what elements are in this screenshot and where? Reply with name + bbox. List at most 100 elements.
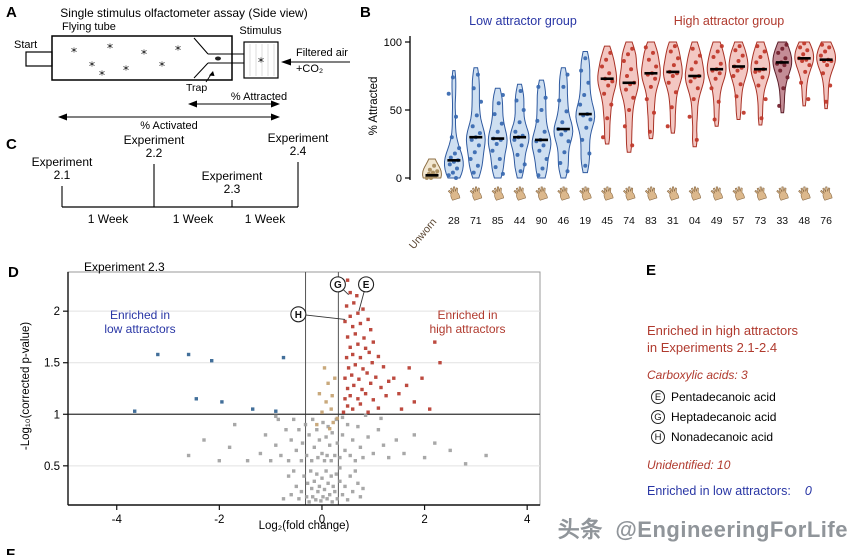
violin-point — [818, 53, 823, 58]
point-not-significant — [304, 495, 309, 499]
point-not-significant — [322, 487, 327, 492]
point-enriched-in-high-attractors — [348, 314, 352, 318]
violin-point — [716, 99, 721, 104]
category-label: 19 — [579, 215, 591, 227]
d-y-axis-title: -Log₁₀(corrected p-value) — [20, 321, 32, 451]
violin-point — [454, 176, 458, 180]
violin-point — [630, 143, 635, 148]
point-not-significant — [316, 455, 320, 460]
violin-point — [579, 68, 584, 73]
point-not-significant — [316, 489, 320, 494]
violin-point — [537, 148, 542, 153]
violin-point — [780, 46, 785, 51]
violin-point — [610, 79, 615, 84]
median-bar — [469, 135, 483, 139]
violin-point — [668, 49, 673, 54]
point-not-significant — [274, 414, 278, 418]
annotation-letter-H: H — [295, 310, 302, 321]
d-x-axis-title: Log₂(fold change) — [258, 520, 350, 532]
point-not-significant — [376, 428, 381, 432]
violin-point — [625, 74, 629, 78]
violin-point — [802, 41, 807, 46]
violin-point — [734, 94, 739, 99]
point-enriched-in-high-attractors — [345, 386, 350, 391]
point-near-threshold — [329, 407, 333, 411]
point-enriched-in-high-attractors — [370, 361, 374, 365]
point-enriched-in-low-attractors — [156, 352, 160, 357]
violin-point — [601, 135, 605, 140]
hand-icon — [600, 185, 615, 201]
violin-point — [687, 114, 692, 119]
point-not-significant — [326, 424, 330, 429]
median-bar — [797, 57, 811, 60]
violin-point — [476, 143, 481, 148]
point-enriched-in-high-attractors — [351, 324, 355, 329]
violin-33 — [772, 41, 793, 114]
d-y-tick-label: 2 — [54, 306, 60, 318]
violin-49 — [706, 41, 727, 127]
violin-point — [500, 171, 505, 176]
filtered-air-arrow-head — [281, 58, 291, 66]
violin-point — [646, 57, 651, 62]
point-not-significant — [309, 469, 313, 473]
category-label: 74 — [623, 215, 635, 227]
violin-point — [584, 125, 589, 130]
violin-point — [713, 76, 718, 81]
point-enriched-in-high-attractors — [355, 294, 359, 298]
annotation-letter-E: E — [363, 280, 370, 291]
compound-row: E Pentadecanoic acid — [651, 390, 776, 404]
point-not-significant — [422, 455, 427, 460]
point-not-significant — [292, 417, 296, 422]
point-not-significant — [299, 459, 304, 463]
low-attractors-count: 0 — [804, 484, 812, 498]
violin-point — [653, 76, 658, 81]
violin-point — [712, 117, 717, 122]
volcano-title: Experiment 2.3 — [84, 260, 165, 274]
point-not-significant — [351, 438, 355, 442]
point-enriched-in-high-attractors — [362, 336, 366, 340]
hand-icon — [753, 185, 768, 201]
fly-icon — [106, 42, 114, 50]
violin-point — [777, 103, 782, 108]
violin-point — [559, 132, 564, 137]
fly-icon — [174, 44, 182, 52]
median-bar — [753, 67, 767, 71]
violin-57 — [728, 41, 749, 120]
violin-point — [583, 163, 588, 168]
flying-tube-label: Flying tube — [62, 21, 116, 33]
violin-point — [492, 112, 497, 117]
point-enriched-in-high-attractors — [366, 317, 370, 322]
point-near-threshold — [326, 381, 330, 385]
violin-point — [518, 169, 523, 174]
point-not-significant — [353, 459, 357, 463]
experiment-2-3-label: Experiment 2.3 — [190, 170, 274, 196]
point-not-significant — [305, 481, 310, 485]
point-not-significant — [227, 445, 232, 449]
point-not-significant — [304, 453, 309, 458]
point-enriched-in-high-attractors — [361, 307, 365, 311]
point-not-significant — [292, 469, 296, 473]
point-enriched-in-high-attractors — [420, 376, 424, 380]
point-enriched-in-high-attractors — [407, 366, 411, 370]
violin-point — [717, 71, 722, 76]
point-not-significant — [325, 497, 329, 501]
violin-point — [825, 63, 830, 68]
point-enriched-in-high-attractors — [357, 377, 361, 381]
start-label: Start — [14, 39, 38, 51]
compound-letter-badge: G — [651, 410, 665, 424]
point-near-threshold — [320, 410, 324, 414]
compound-letter-badge: H — [651, 430, 665, 444]
violin-point — [828, 83, 833, 88]
point-enriched-in-high-attractors — [356, 342, 360, 346]
heading-line: in Experiments 2.1-2.4 — [647, 340, 778, 355]
violin-point — [474, 113, 479, 118]
point-not-significant — [302, 474, 306, 478]
violin-point — [447, 162, 452, 167]
start-box — [25, 51, 53, 67]
point-not-significant — [317, 484, 322, 489]
b-y-tick-label: 100 — [384, 37, 402, 49]
d-x-tick-label: 2 — [421, 514, 427, 526]
violin-point — [754, 60, 759, 65]
point-not-significant — [294, 484, 298, 489]
point-not-significant — [326, 481, 330, 485]
